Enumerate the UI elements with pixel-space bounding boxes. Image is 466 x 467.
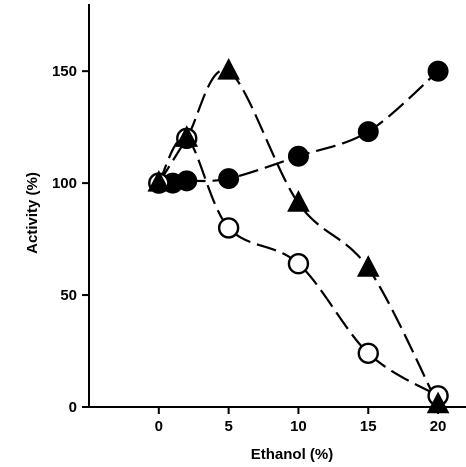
y-tick-label: 0 — [69, 399, 77, 416]
data-point-filled-triangle — [426, 391, 450, 414]
series-markers — [147, 58, 450, 414]
data-point-open-circle — [287, 253, 310, 275]
data-point-open-circle — [217, 217, 240, 239]
x-tick-label: 20 — [430, 418, 447, 435]
series-line-filled-triangle — [157, 68, 440, 406]
data-point-filled-triangle — [175, 125, 199, 147]
y-tick-label: 100 — [52, 175, 77, 192]
series-lines — [157, 68, 440, 406]
data-point-filled-triangle — [147, 170, 171, 192]
data-point-filled-circle — [218, 168, 240, 190]
x-tick-label: 0 — [155, 418, 163, 435]
x-tick-label: 10 — [290, 418, 307, 435]
y-tick-label: 150 — [52, 63, 77, 80]
data-point-filled-circle — [176, 170, 198, 192]
x-tick-label: 15 — [360, 418, 377, 435]
data-point-filled-triangle — [356, 255, 380, 277]
y-tick-label: 50 — [60, 287, 77, 304]
data-point-filled-circle — [427, 60, 449, 82]
data-point-filled-triangle — [287, 190, 310, 212]
data-point-filled-circle — [357, 121, 379, 143]
x-axis-label: Ethanol (%) — [251, 446, 334, 463]
y-axis-label: Activity (%) — [24, 172, 41, 254]
x-tick-label: 5 — [224, 418, 232, 435]
data-point-filled-triangle — [217, 58, 240, 80]
data-point-open-circle — [357, 342, 379, 364]
axes: 0 5 10 15 20 0 50 100 150 — [52, 4, 466, 435]
data-point-filled-circle — [287, 145, 309, 167]
